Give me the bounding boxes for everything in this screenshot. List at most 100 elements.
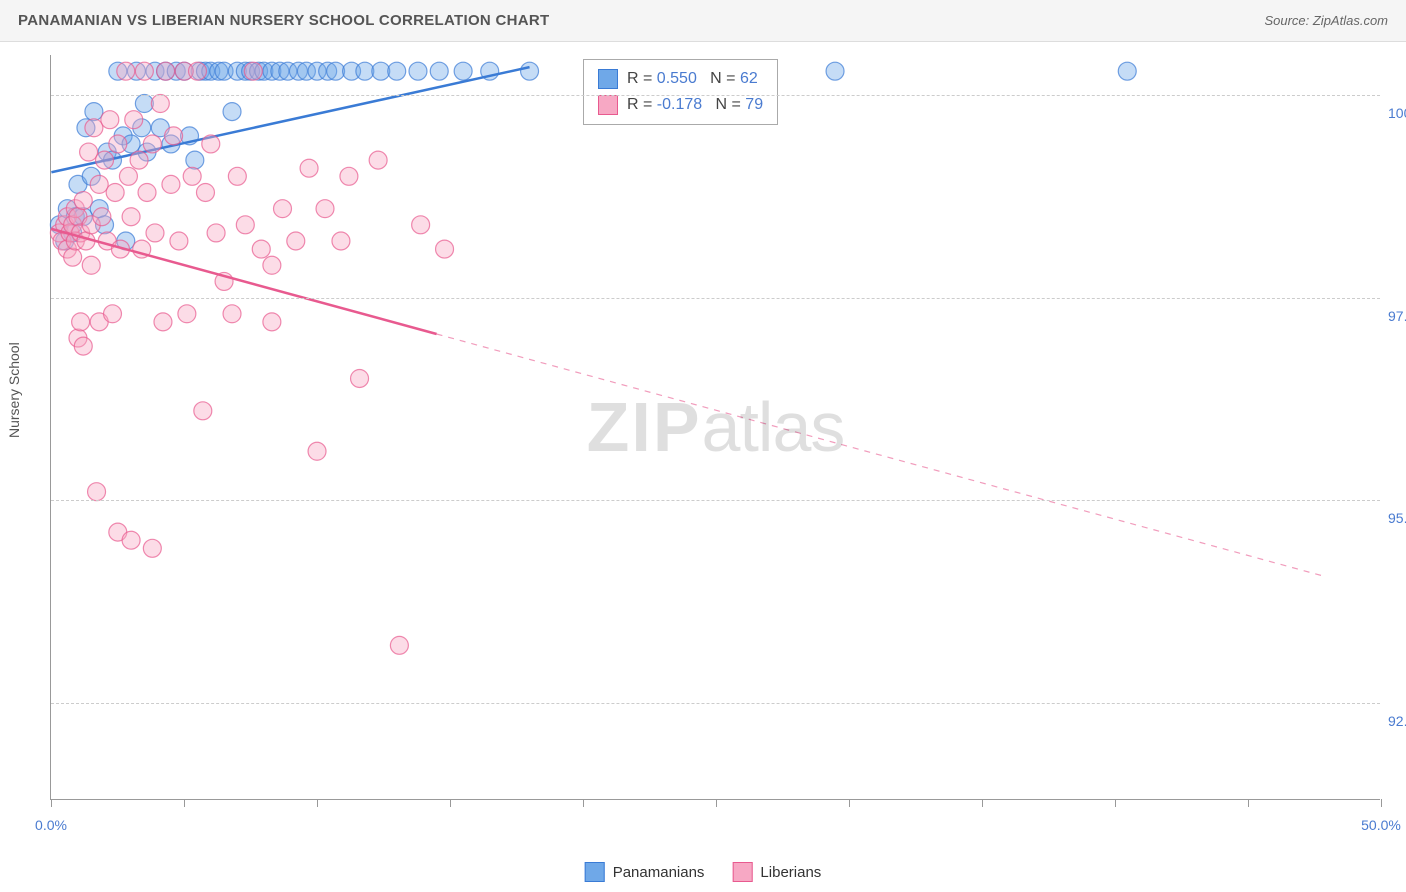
source-attribution: Source: ZipAtlas.com — [1264, 13, 1388, 28]
y-axis-title: Nursery School — [6, 342, 22, 438]
legend-label: Liberians — [760, 864, 821, 881]
scatter-point — [340, 167, 358, 185]
scatter-point — [454, 62, 472, 80]
x-tick — [716, 799, 717, 807]
x-tick — [184, 799, 185, 807]
scatter-point — [122, 208, 140, 226]
x-tick — [1248, 799, 1249, 807]
scatter-point — [332, 232, 350, 250]
legend-item: Liberians — [732, 862, 821, 882]
scatter-point — [316, 200, 334, 218]
scatter-point — [372, 62, 390, 80]
scatter-point — [88, 483, 106, 501]
scatter-point — [263, 313, 281, 331]
scatter-point — [236, 216, 254, 234]
legend-swatch — [732, 862, 752, 882]
scatter-point — [74, 337, 92, 355]
y-tick-label: 97.5% — [1388, 308, 1406, 324]
scatter-point — [223, 103, 241, 121]
scatter-point — [356, 62, 374, 80]
scatter-point — [80, 143, 98, 161]
scatter-point — [186, 151, 204, 169]
scatter-point — [143, 135, 161, 153]
x-tick — [51, 799, 52, 807]
scatter-point — [74, 192, 92, 210]
y-tick-label: 100.0% — [1388, 105, 1406, 121]
grid-line — [51, 298, 1380, 299]
scatter-point — [223, 305, 241, 323]
title-bar: PANAMANIAN VS LIBERIAN NURSERY SCHOOL CO… — [0, 0, 1406, 42]
scatter-point — [104, 305, 122, 323]
y-tick-label: 92.5% — [1388, 713, 1406, 729]
scatter-point — [436, 240, 454, 258]
scatter-point — [143, 539, 161, 557]
legend-swatch — [585, 862, 605, 882]
scatter-point — [101, 111, 119, 129]
x-tick — [982, 799, 983, 807]
stats-legend: R = 0.550 N = 62 R = -0.178 N = 79 — [583, 59, 778, 125]
chart-title: PANAMANIAN VS LIBERIAN NURSERY SCHOOL CO… — [18, 12, 550, 29]
scatter-point — [1118, 62, 1136, 80]
scatter-point — [244, 62, 262, 80]
scatter-point — [178, 305, 196, 323]
scatter-point — [521, 62, 539, 80]
bottom-legend: Panamanians Liberians — [585, 862, 822, 882]
scatter-point — [106, 183, 124, 201]
x-tick — [450, 799, 451, 807]
legend-item: Panamanians — [585, 862, 705, 882]
grid-line — [51, 95, 1380, 96]
scatter-point — [157, 62, 175, 80]
scatter-point — [135, 62, 153, 80]
scatter-point — [274, 200, 292, 218]
scatter-point — [119, 167, 137, 185]
x-tick — [317, 799, 318, 807]
scatter-point — [93, 208, 111, 226]
scatter-point — [430, 62, 448, 80]
scatter-point — [125, 111, 143, 129]
scatter-point — [146, 224, 164, 242]
scatter-point — [388, 62, 406, 80]
x-tick-label: 50.0% — [1361, 817, 1401, 833]
scatter-point — [351, 369, 369, 387]
legend-swatch — [598, 69, 618, 89]
scatter-point — [207, 224, 225, 242]
scatter-point — [252, 240, 270, 258]
legend-swatch — [598, 95, 618, 115]
x-tick — [849, 799, 850, 807]
scatter-point — [162, 175, 180, 193]
scatter-point — [109, 135, 127, 153]
scatter-point — [196, 183, 214, 201]
scatter-point — [64, 248, 82, 266]
scatter-point — [130, 151, 148, 169]
y-tick-label: 95.0% — [1388, 510, 1406, 526]
scatter-point — [194, 402, 212, 420]
x-tick — [583, 799, 584, 807]
scatter-point — [135, 95, 153, 113]
x-tick — [1115, 799, 1116, 807]
scatter-point — [308, 442, 326, 460]
x-tick — [1381, 799, 1382, 807]
x-tick-label: 0.0% — [35, 817, 67, 833]
regression-extension — [437, 334, 1327, 577]
grid-line — [51, 703, 1380, 704]
scatter-point — [369, 151, 387, 169]
scatter-point — [202, 135, 220, 153]
scatter-point — [412, 216, 430, 234]
scatter-point — [154, 313, 172, 331]
legend-r-text: R = 0.550 N = 62 — [627, 66, 758, 92]
scatter-point — [263, 256, 281, 274]
scatter-point — [170, 232, 188, 250]
scatter-point — [85, 119, 103, 137]
chart-svg — [51, 55, 1380, 799]
scatter-point — [122, 531, 140, 549]
scatter-point — [826, 62, 844, 80]
scatter-point — [409, 62, 427, 80]
scatter-point — [327, 62, 345, 80]
scatter-point — [228, 167, 246, 185]
stats-legend-row: R = 0.550 N = 62 — [598, 66, 763, 92]
scatter-point — [300, 159, 318, 177]
scatter-point — [390, 636, 408, 654]
scatter-point — [82, 256, 100, 274]
scatter-point — [85, 103, 103, 121]
scatter-point — [90, 175, 108, 193]
